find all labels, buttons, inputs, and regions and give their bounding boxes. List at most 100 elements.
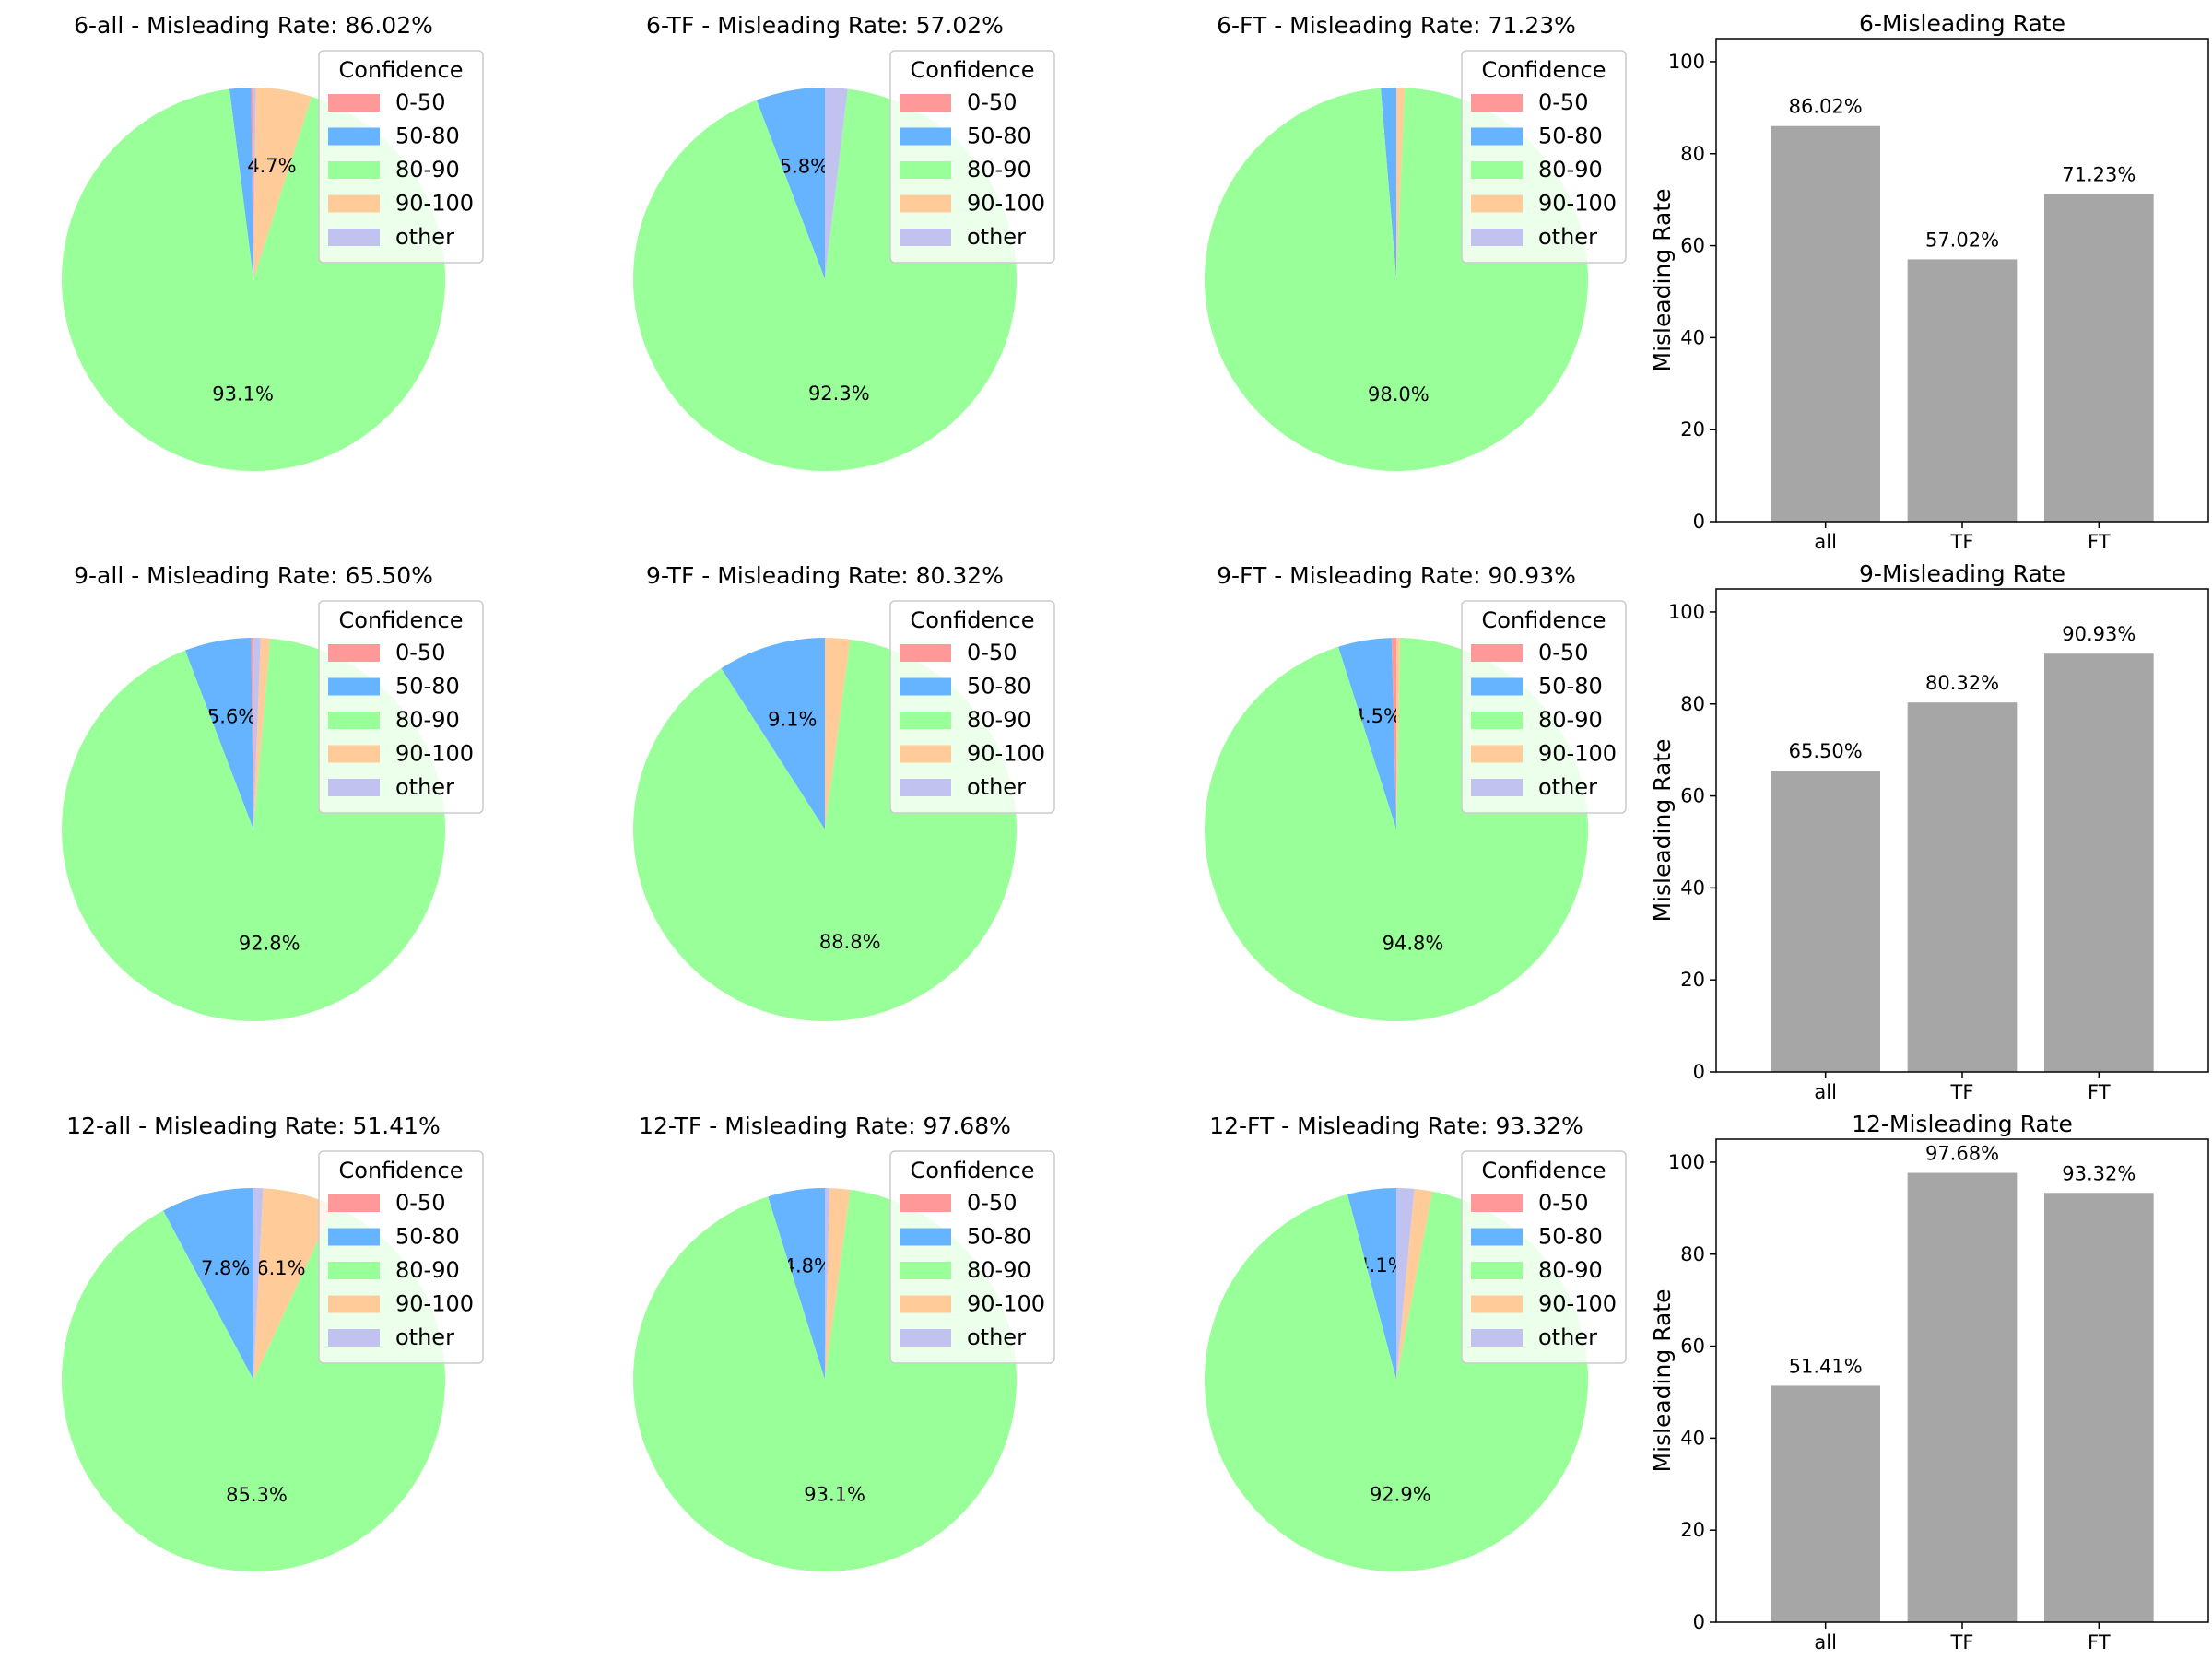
legend-label: 0-50 bbox=[1538, 89, 1588, 115]
legend-label: other bbox=[967, 1324, 1026, 1350]
bar-TF bbox=[1907, 702, 2018, 1072]
pie-slice-0-50 bbox=[251, 88, 253, 279]
legend-swatch-50-80 bbox=[900, 677, 951, 696]
legend-label: 80-90 bbox=[395, 707, 460, 733]
legend-label: 90-100 bbox=[395, 741, 474, 767]
x-tick-label: all bbox=[1814, 1631, 1837, 1653]
pie-percent-label: 5.6% bbox=[207, 705, 256, 727]
bar-title: 12-Misleading Rate bbox=[1852, 1111, 2073, 1137]
y-tick-label: 100 bbox=[1668, 601, 1705, 623]
legend: Confidence 0-50 50-80 80-90 90-100 other bbox=[1461, 600, 1627, 814]
legend-label: 0-50 bbox=[395, 640, 445, 665]
bar-FT bbox=[2044, 194, 2154, 522]
pie-title: 6-TF - Misleading Rate: 57.02% bbox=[646, 12, 1004, 39]
legend-label: other bbox=[967, 224, 1026, 250]
x-tick-label: all bbox=[1814, 531, 1837, 553]
bar-value-label: 57.02% bbox=[1925, 229, 1999, 251]
legend-swatch-50-80 bbox=[1471, 127, 1523, 146]
bar-FT bbox=[2044, 653, 2154, 1072]
legend-swatch-80-90 bbox=[900, 1262, 951, 1279]
x-tick-label: all bbox=[1814, 1081, 1837, 1103]
legend: Confidence 0-50 50-80 80-90 90-100 other bbox=[1461, 50, 1627, 264]
pie-chart: 12-all - Misleading Rate: 51.41% 7.8% 85.3… bbox=[61, 1112, 484, 1571]
y-tick-label: 0 bbox=[1693, 511, 1705, 533]
pie-slice-90-100 bbox=[825, 638, 851, 830]
legend-swatch-50-80 bbox=[1471, 677, 1523, 696]
legend: Confidence 0-50 50-80 80-90 90-100 other bbox=[318, 1150, 484, 1364]
legend-swatch-other bbox=[900, 1329, 951, 1347]
pie-slice-other bbox=[825, 88, 848, 279]
y-tick-label: 80 bbox=[1680, 1243, 1705, 1265]
legend-label: other bbox=[1538, 224, 1597, 250]
legend-swatch-0-50 bbox=[1471, 1194, 1523, 1212]
bar-value-label: 90.93% bbox=[2062, 623, 2136, 645]
pie-slice-90-100 bbox=[1396, 638, 1400, 830]
x-tick-label: FT bbox=[2088, 1081, 2111, 1103]
pie-percent-label: 92.3% bbox=[808, 382, 870, 405]
legend: Confidence 0-50 50-80 80-90 90-100 other bbox=[1461, 1150, 1627, 1364]
pie-slice-90-100 bbox=[1396, 1188, 1432, 1380]
pie-chart: 9-all - Misleading Rate: 65.50% 5.6% 92.8%… bbox=[62, 562, 484, 1021]
y-tick-label: 40 bbox=[1680, 326, 1705, 348]
legend-label: other bbox=[395, 1324, 454, 1350]
pie-percent-label: 7.8% bbox=[201, 1257, 250, 1279]
bar-value-label: 86.02% bbox=[1789, 96, 1863, 118]
legend-title: Confidence bbox=[1482, 607, 1606, 633]
legend-label: 80-90 bbox=[395, 157, 460, 182]
legend-label: 80-90 bbox=[1538, 1257, 1603, 1283]
legend-swatch-80-90 bbox=[1471, 1262, 1523, 1279]
y-axis-label: Misleading Rate bbox=[1649, 189, 1676, 372]
x-tick-label: FT bbox=[2088, 1631, 2111, 1653]
legend-swatch-80-90 bbox=[1471, 712, 1523, 729]
legend: Confidence 0-50 50-80 80-90 90-100 other bbox=[318, 600, 484, 814]
pie-chart: 9-TF - Misleading Rate: 80.32% 9.1% 88.8% C… bbox=[632, 562, 1055, 1022]
legend-label: 50-80 bbox=[395, 674, 460, 700]
legend-label: 90-100 bbox=[967, 1291, 1045, 1317]
bar-title: 6-Misleading Rate bbox=[1859, 10, 2065, 37]
legend-swatch-90-100 bbox=[1471, 194, 1523, 213]
legend-swatch-0-50 bbox=[328, 1194, 380, 1212]
legend-swatch-80-90 bbox=[328, 161, 380, 179]
legend-label: 90-100 bbox=[1538, 1291, 1617, 1317]
legend-swatch-90-100 bbox=[328, 1295, 380, 1313]
legend-swatch-other bbox=[328, 229, 380, 246]
bar-value-label: 65.50% bbox=[1789, 740, 1863, 762]
legend-label: 0-50 bbox=[1538, 640, 1588, 665]
pie-slice-50-80 bbox=[721, 638, 825, 830]
bar-value-label: 51.41% bbox=[1789, 1355, 1863, 1377]
bar-chart: 12-Misleading Rate 51.41% all 97.68% TF 93.32… bbox=[1649, 1111, 2209, 1653]
legend-swatch-0-50 bbox=[900, 644, 951, 662]
legend-label: 50-80 bbox=[967, 1224, 1031, 1250]
legend-title: Confidence bbox=[1482, 57, 1606, 83]
y-tick-label: 60 bbox=[1680, 1335, 1705, 1358]
legend-label: 50-80 bbox=[395, 1224, 460, 1250]
legend-label: 0-50 bbox=[967, 640, 1017, 665]
legend-label: other bbox=[967, 774, 1026, 800]
legend-label: 0-50 bbox=[967, 89, 1017, 115]
legend-swatch-0-50 bbox=[1471, 644, 1523, 662]
pie-chart: 6-TF - Misleading Rate: 57.02% 5.8% 92.3% C… bbox=[633, 12, 1055, 472]
legend-swatch-90-100 bbox=[328, 194, 380, 213]
pie-slice-0-50 bbox=[1391, 638, 1396, 830]
bar-FT bbox=[2044, 1193, 2154, 1622]
pie-percent-label: 88.8% bbox=[819, 931, 881, 953]
legend-swatch-90-100 bbox=[900, 194, 951, 213]
pie-percent-label: 6.1% bbox=[256, 1257, 305, 1279]
pie-percent-label: 9.1% bbox=[768, 708, 817, 730]
pie-percent-label: 93.1% bbox=[212, 382, 274, 405]
y-axis-label: Misleading Rate bbox=[1649, 739, 1676, 923]
pie-title: 9-TF - Misleading Rate: 80.32% bbox=[646, 562, 1004, 589]
legend-label: 90-100 bbox=[967, 191, 1045, 217]
bar-all bbox=[1771, 1385, 1880, 1622]
legend-title: Confidence bbox=[911, 57, 1035, 83]
pie-title: 9-all - Misleading Rate: 65.50% bbox=[74, 562, 433, 589]
y-tick-label: 20 bbox=[1680, 1519, 1705, 1541]
pie-title: 6-FT - Misleading Rate: 71.23% bbox=[1217, 12, 1576, 39]
legend-label: 80-90 bbox=[1538, 707, 1603, 733]
legend-swatch-80-90 bbox=[1471, 161, 1523, 179]
legend-label: 0-50 bbox=[1538, 1190, 1588, 1216]
legend-label: 50-80 bbox=[967, 674, 1031, 700]
x-tick-label: TF bbox=[1950, 1631, 1974, 1653]
legend-label: other bbox=[1538, 774, 1597, 800]
bar-value-label: 71.23% bbox=[2062, 164, 2136, 186]
